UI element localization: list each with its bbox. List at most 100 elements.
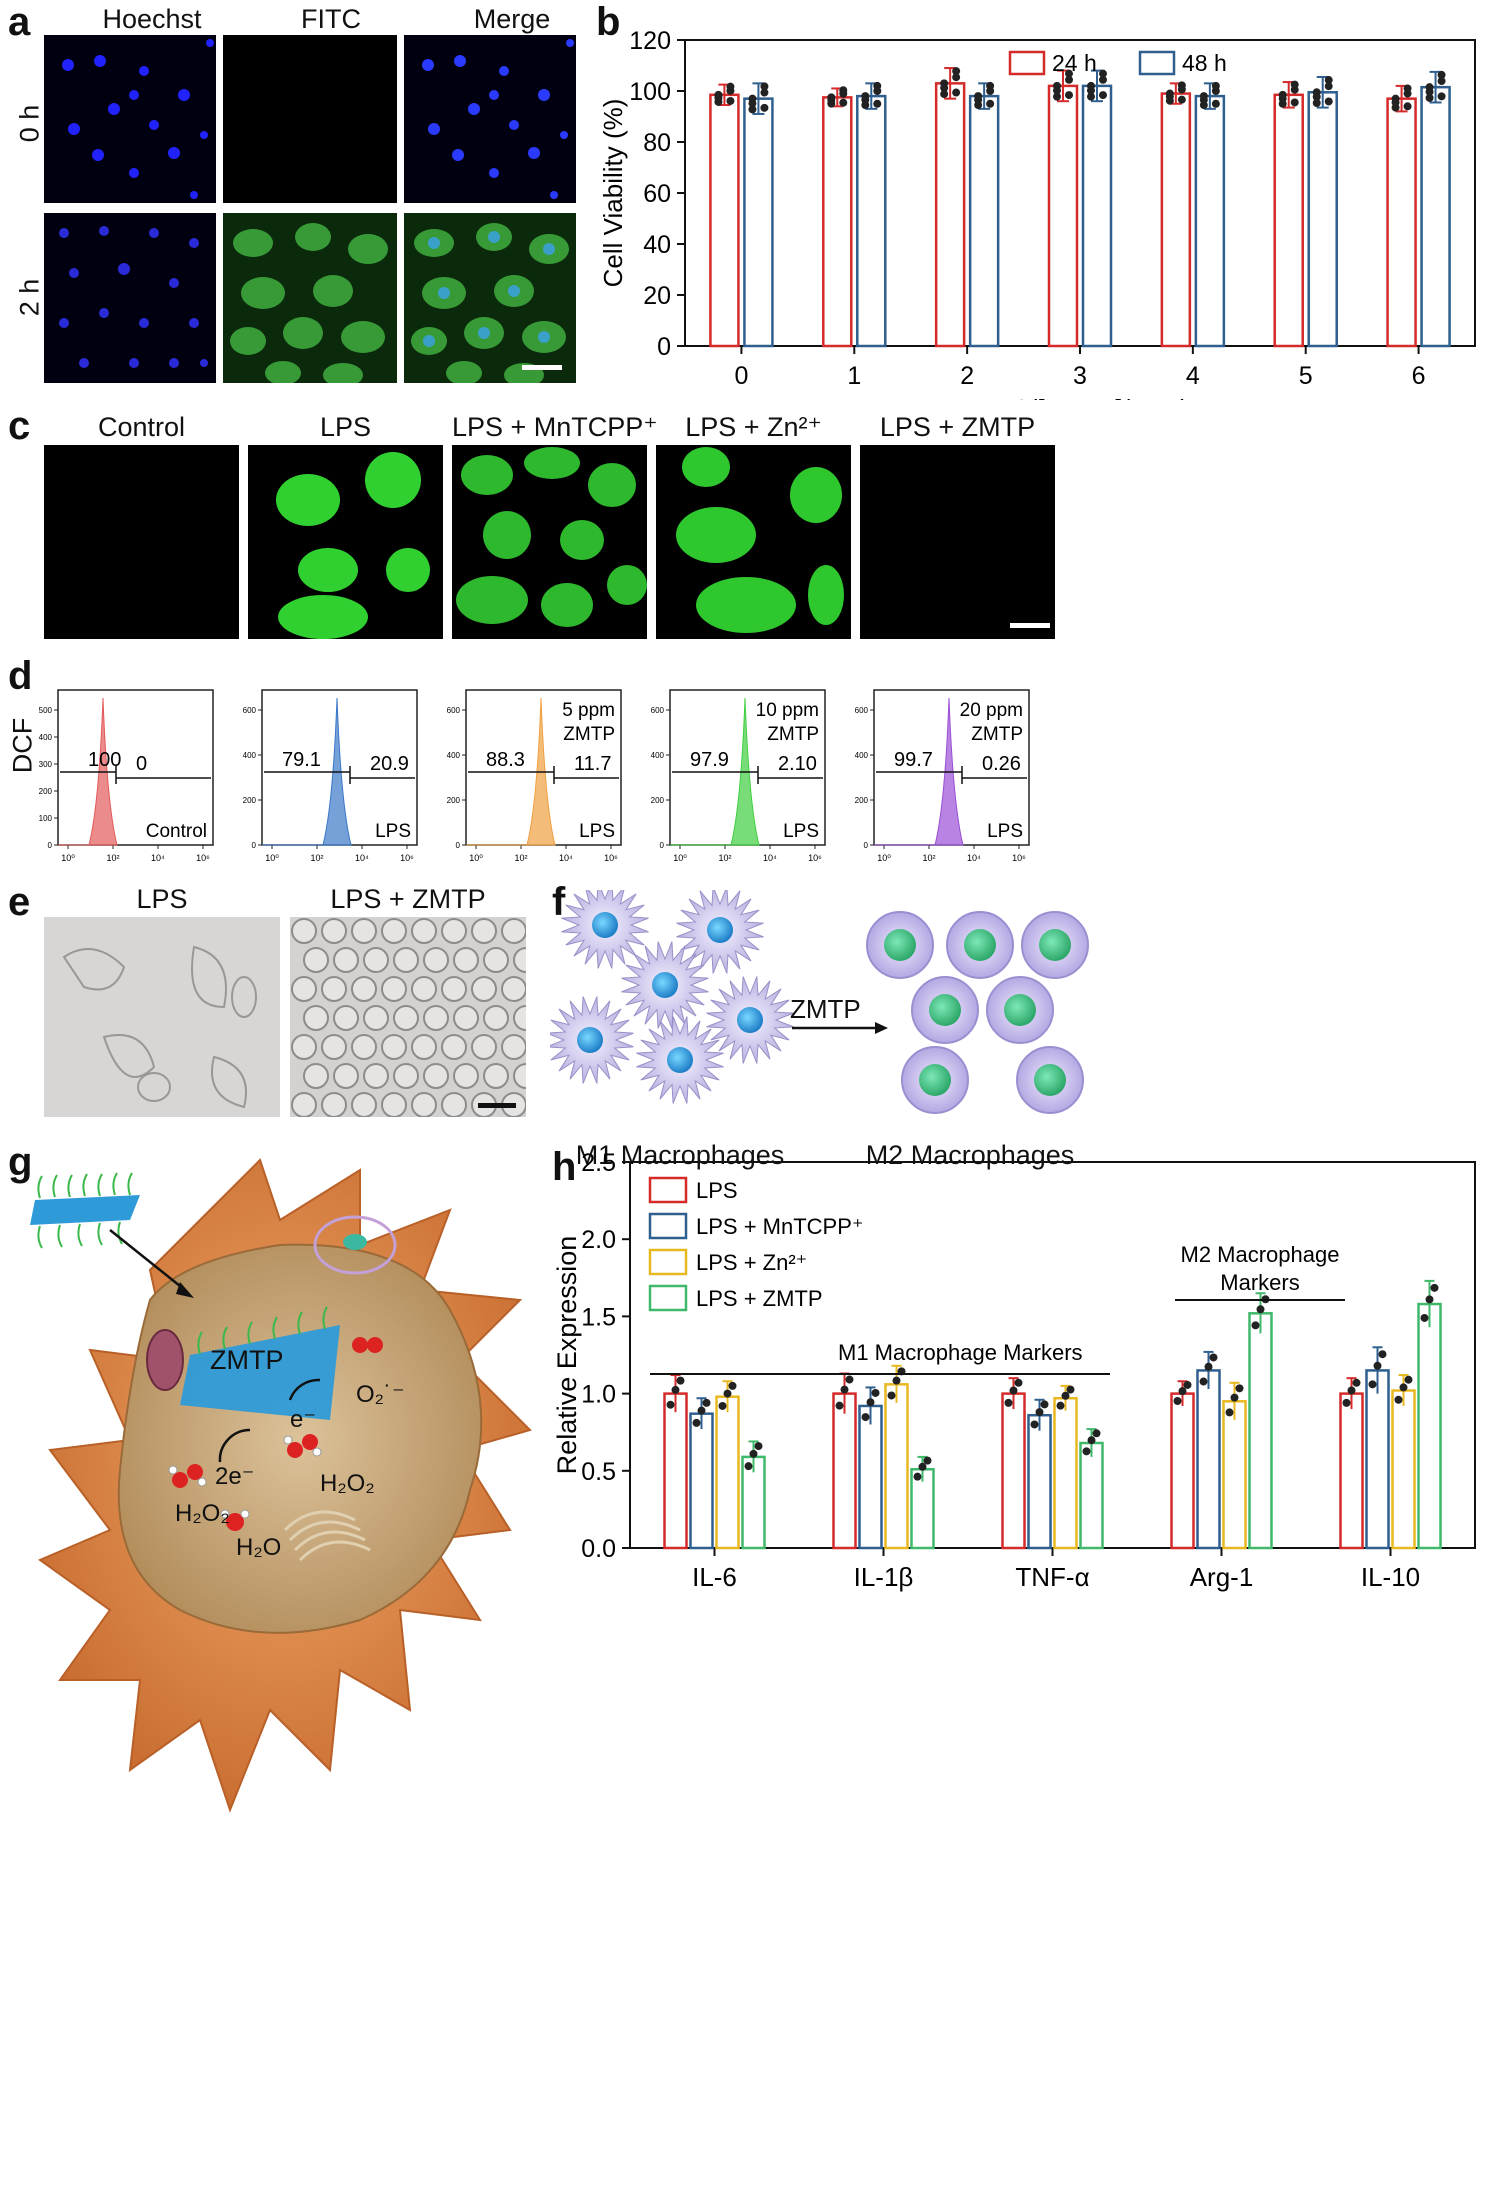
d-ytick-label: 200 <box>447 796 461 805</box>
d-xtick-label: 10² <box>718 853 731 863</box>
h-bar <box>1196 1369 1221 1550</box>
b-data-point <box>861 92 870 101</box>
h-data-point <box>728 1381 737 1390</box>
panel-h-chart: 0.0 0.5 1.0 1.5 2.0 2.5 IL-6 IL-1β TNF-α Arg-1 IL-… <box>552 1150 1476 1592</box>
h-data-point <box>666 1400 675 1409</box>
e-image-lps <box>44 917 280 1117</box>
h-data-point <box>692 1418 701 1427</box>
b-data-point <box>1425 93 1434 102</box>
d-xtick-label: 10⁴ <box>763 853 777 863</box>
h-data-point <box>718 1401 727 1410</box>
e-cell <box>483 947 509 973</box>
m1-macrophage <box>676 890 764 974</box>
b-xtick-label: 1 <box>847 362 861 390</box>
d-ytick-label: 100 <box>39 814 53 823</box>
d-flow-plot: 0 200 400 600 10⁰ 10² 10⁴ 10⁶ 97.9 2.10 10 ppm ZMTP… <box>651 689 826 863</box>
b-data-point <box>1165 89 1174 98</box>
e-cell <box>423 947 449 973</box>
d-xtick-label: 10⁴ <box>151 853 165 863</box>
d-group-label: LPS <box>987 821 1023 842</box>
e-cell <box>291 918 317 944</box>
h-data-point <box>861 1413 870 1422</box>
d-plot-frame <box>57 689 214 846</box>
e-cell <box>453 1005 479 1031</box>
e-cell <box>411 1092 437 1117</box>
e-cell <box>411 918 437 944</box>
e-cell <box>381 918 407 944</box>
h-data-point <box>1173 1397 1182 1406</box>
e-cell <box>321 976 347 1002</box>
h-bar <box>1027 1413 1052 1550</box>
e-cell <box>291 1092 317 1117</box>
e-cell <box>351 976 377 1002</box>
b-data-point <box>1087 81 1095 90</box>
image-fitc-0h <box>223 35 397 203</box>
h-data-point <box>1061 1391 1070 1400</box>
d-annot-dose: 5 ppm <box>562 700 615 721</box>
h-legend-swatch <box>648 1176 688 1204</box>
m1-nucleus <box>577 1027 603 1053</box>
e-cell <box>351 1092 377 1117</box>
h-data-point <box>887 1391 896 1400</box>
d-gate-left-value: 88.3 <box>486 749 525 771</box>
b-data-point <box>1087 92 1095 101</box>
b-bar <box>743 97 774 348</box>
m2-nucleus <box>884 929 916 961</box>
e-scale-bar <box>478 1103 516 1108</box>
b-data-point <box>873 99 882 108</box>
b-data-point <box>714 90 723 99</box>
d-annot-compound: ZMTP <box>563 724 615 745</box>
h-ytick-label: 1.0 <box>581 1381 616 1409</box>
m1-macrophage <box>550 996 634 1084</box>
b-bar <box>1420 85 1451 348</box>
m1-macrophage <box>621 941 709 1029</box>
h-data-point <box>1394 1395 1403 1404</box>
b-data-point <box>986 99 995 108</box>
d-ytick-label: 400 <box>447 751 461 760</box>
d-gate-right-value: 11.7 <box>574 753 611 775</box>
d-xtick-label: 10⁶ <box>808 853 822 863</box>
g-zmtp-label: ZMTP <box>210 1345 284 1375</box>
d-ytick-label: 500 <box>39 706 53 715</box>
h-data-point <box>676 1376 685 1385</box>
d-ytick-label: 400 <box>855 751 869 760</box>
h-data-point <box>723 1389 732 1398</box>
e-cell <box>351 918 377 944</box>
h-data-point <box>913 1472 922 1481</box>
b-xtick-label: 4 <box>1186 362 1200 390</box>
panel-c-label: c <box>8 404 31 448</box>
b-data-point <box>726 96 735 105</box>
e-cell <box>501 976 526 1002</box>
m1-macrophage <box>561 890 649 969</box>
image-merge-0h <box>404 35 576 203</box>
b-bar <box>709 93 740 348</box>
d-ytick-label: 200 <box>855 796 869 805</box>
b-data-point <box>1290 80 1299 89</box>
e-cell <box>483 1063 509 1089</box>
h-data-point <box>1420 1313 1429 1322</box>
e-cell <box>483 1005 509 1031</box>
m1-nucleus <box>667 1047 693 1073</box>
e-cell <box>303 1005 329 1031</box>
h-data-point <box>1368 1380 1377 1389</box>
b-bar <box>1160 92 1192 348</box>
b-legend-label: 24 h <box>1052 50 1097 76</box>
d-ytick-label: 200 <box>243 796 257 805</box>
m1-nucleus <box>707 917 733 943</box>
d-ytick-label: 200 <box>39 787 53 796</box>
b-data-point <box>1065 69 1073 78</box>
h-data-point <box>1035 1408 1044 1417</box>
panel-g-label: g <box>8 1140 33 1184</box>
m1-macrophage <box>706 976 794 1064</box>
b-data-point <box>952 67 961 76</box>
d-flow-plot: 0 100 200 300 400 500 10⁰ 10² 10⁴ 10⁶ 100 0 Control <box>39 689 214 863</box>
e-cell <box>513 947 526 973</box>
m2-nucleus <box>1004 994 1036 1026</box>
e-cell <box>363 947 389 973</box>
b-xtick-label: 5 <box>1299 362 1313 390</box>
h-data-point <box>892 1376 901 1385</box>
b-data-point <box>726 82 735 91</box>
c-image-lps-zn <box>656 445 851 639</box>
m2-macrophage <box>946 911 1014 979</box>
b-data-point <box>1437 92 1446 101</box>
